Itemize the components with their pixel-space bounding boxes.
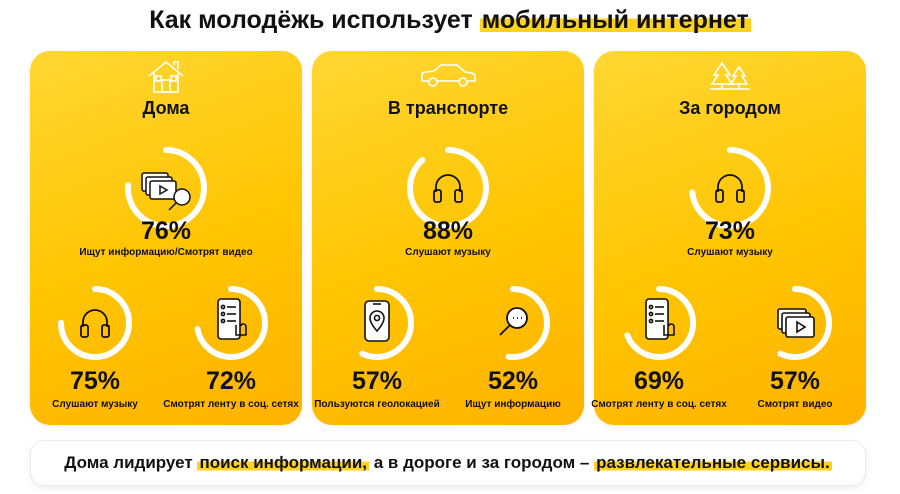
- summary-highlight: поиск информации,: [197, 453, 370, 472]
- card-title: В транспорте: [387, 98, 509, 118]
- title-highlight: мобильный интернет: [479, 6, 751, 34]
- summary-text: а в дороге и за городом –: [369, 453, 595, 472]
- progress-ring: [758, 286, 832, 360]
- summary-text: Дома лидирует: [64, 453, 198, 472]
- card-transport: В транспорте 88% Слушают музыку 57% Поль…: [312, 51, 584, 425]
- page-title: Как молодёжь использует мобильный интерн…: [0, 6, 900, 35]
- title-text: Как молодёжь использует: [149, 6, 480, 34]
- stat-label: Слушают музыку: [687, 247, 773, 258]
- house-icon: [145, 57, 187, 100]
- stat-percent: 88%: [422, 217, 474, 245]
- stat-left: 75% Слушают музыку: [50, 283, 140, 413]
- stat-label: Слушают музыку: [52, 399, 138, 410]
- headphones-icon: [715, 174, 745, 203]
- stat-label: Пользуются геолокацией: [314, 399, 440, 410]
- stat-right: 57% Смотрят видео: [750, 283, 840, 413]
- progress-ring: [476, 286, 550, 360]
- stat-right: 72% Смотрят ленту в соц. сетях: [163, 283, 299, 413]
- stat-left: 69% Смотрят ленту в соц. сетях: [591, 283, 727, 413]
- stat-right: 52% Ищут информацию: [465, 283, 561, 413]
- progress-ring: [622, 286, 696, 360]
- card-title: Дома: [142, 98, 190, 118]
- headphones-icon: [80, 309, 110, 338]
- stat-percent: 75%: [69, 367, 121, 395]
- stat-label: Смотрят ленту в соц. сетях: [163, 399, 299, 410]
- stat-percent: 76%: [140, 217, 192, 245]
- card-outdoors: За городом 73% Слушают музыку 69% Смотря…: [591, 51, 866, 425]
- progress-ring: [407, 147, 489, 229]
- video-icon: [777, 308, 815, 338]
- phone-location-icon: [364, 300, 390, 342]
- phone-feed-icon: [645, 298, 675, 340]
- stat-percent: 69%: [633, 367, 685, 395]
- stat-main: 76% Ищут информацию/Смотрят видео: [79, 143, 253, 258]
- card-home: Дома 76% Ищут информацию/Смотрят видео 7…: [30, 51, 302, 425]
- car-icon: [419, 61, 477, 94]
- progress-ring: [689, 147, 771, 229]
- stat-label: Слушают музыку: [405, 247, 491, 258]
- stat-percent: 72%: [205, 367, 257, 395]
- stat-label: Ищут информацию/Смотрят видео: [79, 247, 253, 258]
- stat-label: Смотрят ленту в соц. сетях: [591, 399, 727, 410]
- magnifier-icon: [499, 307, 528, 336]
- stat-main: 88% Слушают музыку: [388, 143, 508, 258]
- progress-ring: [125, 147, 207, 229]
- stat-percent: 52%: [487, 367, 539, 395]
- trees-icon: [708, 57, 752, 98]
- progress-ring: [194, 286, 268, 360]
- summary-highlight: развлекательные сервисы.: [594, 453, 832, 472]
- stat-left: 57% Пользуются геолокацией: [314, 283, 440, 413]
- stat-percent: 57%: [769, 367, 821, 395]
- stat-percent: 73%: [704, 217, 756, 245]
- stat-percent: 57%: [351, 367, 403, 395]
- progress-ring: [340, 286, 414, 360]
- progress-ring: [58, 286, 132, 360]
- headphones-icon: [433, 174, 463, 203]
- phone-feed-icon: [217, 298, 247, 340]
- stat-label: Ищут информацию: [465, 399, 561, 410]
- video-search-icon: [141, 172, 191, 211]
- summary-banner: Дома лидирует поиск информации, а в доро…: [30, 440, 866, 486]
- stat-main: 73% Слушают музыку: [670, 143, 790, 258]
- card-title: За городом: [679, 98, 781, 118]
- stat-label: Смотрят видео: [757, 399, 833, 410]
